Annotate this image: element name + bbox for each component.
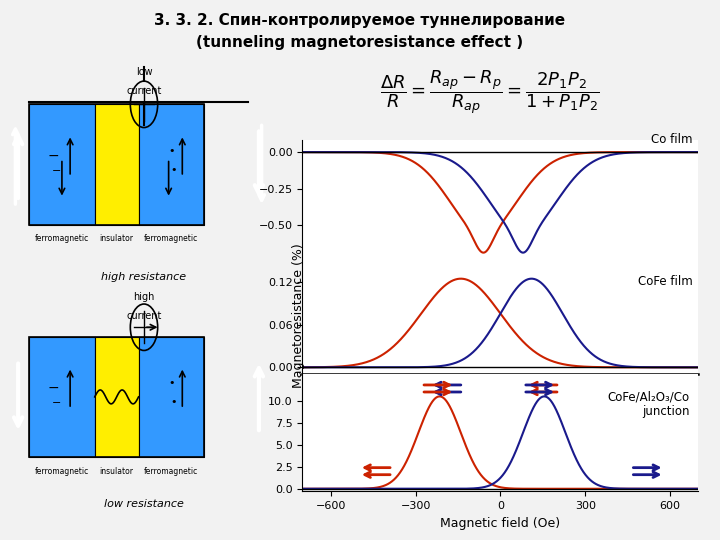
Text: ferromagnetic: ferromagnetic <box>35 467 89 476</box>
Text: •: • <box>171 165 177 174</box>
Text: low resistance: low resistance <box>104 499 184 509</box>
Text: •: • <box>168 146 175 156</box>
Text: $\dfrac{\Delta R}{R} = \dfrac{R_{ap} - R_{p}}{R_{ap}} = \dfrac{2P_1P_2}{1 + P_1P: $\dfrac{\Delta R}{R} = \dfrac{R_{ap} - R… <box>379 68 600 116</box>
Text: insulator: insulator <box>99 234 134 244</box>
Text: insulator: insulator <box>99 467 134 476</box>
Bar <box>95 336 138 457</box>
Bar <box>29 336 204 457</box>
Text: (tunneling magnetoresistance effect ): (tunneling magnetoresistance effect ) <box>197 35 523 50</box>
Text: •: • <box>168 378 175 388</box>
Text: current: current <box>126 86 162 96</box>
Text: ferromagnetic: ferromagnetic <box>35 234 89 244</box>
Text: Co film: Co film <box>652 133 693 146</box>
Bar <box>29 336 95 457</box>
Text: CoFe/Al₂O₃/Co
junction: CoFe/Al₂O₃/Co junction <box>608 390 690 418</box>
Bar <box>138 336 204 457</box>
Bar <box>29 104 204 225</box>
Text: low: low <box>135 67 153 77</box>
Text: high resistance: high resistance <box>102 272 186 281</box>
Text: ferromagnetic: ferromagnetic <box>144 234 199 244</box>
Text: CoFe film: CoFe film <box>638 275 693 288</box>
Text: ferromagnetic: ferromagnetic <box>144 467 199 476</box>
Bar <box>95 104 138 225</box>
Bar <box>29 104 95 225</box>
Text: •: • <box>171 397 177 407</box>
Text: Magnetoresistance (%): Magnetoresistance (%) <box>292 244 305 388</box>
Bar <box>138 104 204 225</box>
Text: −: − <box>48 148 60 163</box>
Text: −: − <box>52 166 61 176</box>
Text: 3. 3. 2. Спин‑контролируемое туннелирование: 3. 3. 2. Спин‑контролируемое туннелирова… <box>154 14 566 29</box>
Text: high: high <box>133 293 155 302</box>
Text: current: current <box>126 311 162 321</box>
Text: −: − <box>48 381 60 395</box>
X-axis label: Magnetic field (Oe): Magnetic field (Oe) <box>441 517 560 530</box>
Text: −: − <box>52 398 61 408</box>
